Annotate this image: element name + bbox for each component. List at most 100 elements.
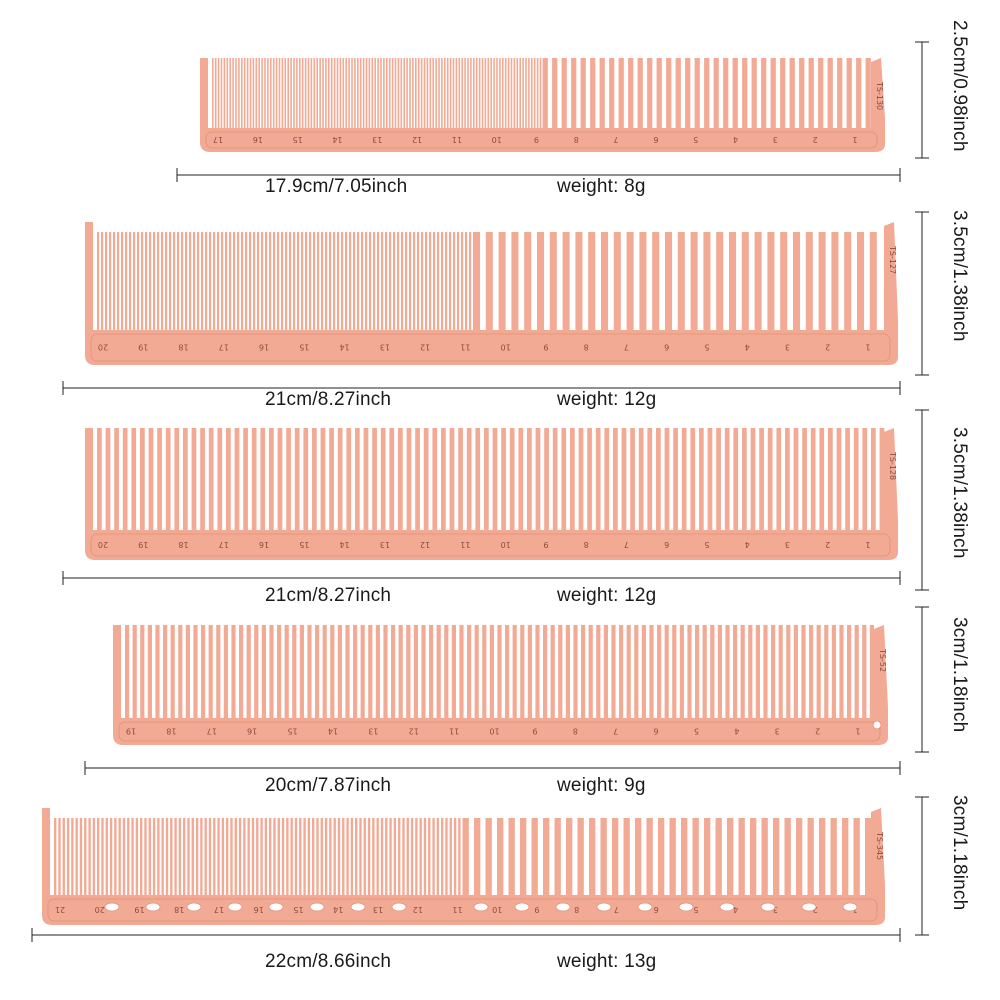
- comb-tooth: [727, 818, 734, 896]
- comb-tooth: [759, 428, 764, 531]
- comb-tooth: [426, 58, 429, 129]
- comb-tooth: [801, 625, 806, 719]
- comb-tooth: [461, 58, 463, 129]
- comb-tooth: [535, 428, 541, 531]
- comb-tooth: [325, 58, 327, 129]
- comb-tooth: [679, 625, 684, 719]
- comb-tooth: [512, 625, 517, 719]
- comb-tooth: [681, 428, 687, 531]
- comb-tooth: [122, 428, 128, 531]
- comb-tooth: [217, 58, 220, 129]
- comb-tooth: [423, 428, 429, 531]
- comb-tooth: [786, 625, 791, 719]
- comb-hole: [596, 902, 612, 912]
- ruler-number: 10: [492, 905, 502, 914]
- comb-tooth: [490, 58, 492, 129]
- comb-tooth: [58, 818, 61, 896]
- comb-tooth: [421, 625, 426, 719]
- comb-tooth: [819, 428, 825, 531]
- comb-3-height-label: 3.5cm/1.38inch: [949, 427, 970, 559]
- comb-4-length-label: 20cm/7.87inch: [265, 775, 392, 796]
- comb-tooth: [226, 58, 229, 129]
- comb-tooth: [292, 625, 297, 719]
- comb-tooth: [524, 232, 532, 331]
- comb-tooth: [675, 58, 681, 129]
- ruler-number: 2: [813, 905, 818, 914]
- comb-tooth: [716, 232, 724, 331]
- comb-tooth: [536, 58, 539, 129]
- comb-tooth: [117, 232, 120, 331]
- comb-tooth: [319, 58, 321, 129]
- comb-tooth: [473, 232, 481, 331]
- comb-tooth: [214, 58, 217, 129]
- comb-tooth: [195, 818, 199, 896]
- comb-tooth: [446, 58, 449, 129]
- comb-tooth: [437, 232, 440, 331]
- comb-tooth: [767, 232, 775, 331]
- comb-tooth: [101, 818, 104, 896]
- comb-tooth: [550, 625, 555, 719]
- comb-tooth: [261, 58, 263, 129]
- comb-2-height-label: 3.5cm/1.38inch: [949, 210, 970, 342]
- ruler-number: 14: [328, 727, 338, 736]
- comb-tooth: [337, 818, 341, 896]
- comb-tooth: [208, 818, 212, 896]
- ruler-number: 8: [573, 727, 578, 736]
- comb-tooth: [322, 58, 324, 129]
- comb-tooth: [144, 818, 147, 896]
- comb-tooth: [432, 818, 435, 896]
- comb-tooth: [293, 232, 296, 331]
- comb-tooth: [178, 625, 183, 719]
- comb-tooth: [519, 58, 521, 129]
- comb-tooth: [558, 625, 563, 719]
- comb-tooth: [281, 818, 285, 896]
- comb-tooth: [148, 818, 151, 896]
- comb-tooth: [493, 58, 495, 129]
- comb-tooth: [827, 58, 833, 129]
- comb-tooth: [140, 625, 145, 719]
- comb-tooth: [589, 818, 596, 896]
- comb-tooth: [619, 625, 624, 719]
- comb-tooth: [741, 232, 749, 331]
- comb-tooth: [285, 232, 288, 331]
- comb-tooth: [600, 818, 607, 896]
- comb-hole: [719, 902, 735, 912]
- comb-tooth: [570, 428, 575, 531]
- comb-tooth: [157, 428, 162, 531]
- comb-tooth: [613, 428, 618, 531]
- comb-tooth: [771, 625, 776, 719]
- ruler-number: 14: [339, 343, 349, 352]
- comb-tooth: [157, 818, 160, 896]
- comb-tooth: [277, 232, 280, 331]
- comb-tooth: [363, 428, 369, 531]
- comb-tooth: [313, 58, 316, 129]
- ruler-number: 17: [207, 727, 217, 736]
- comb-tooth: [862, 428, 868, 531]
- comb-tooth: [415, 818, 418, 896]
- comb-tooth: [799, 58, 805, 129]
- comb-tooth: [573, 625, 578, 719]
- comb-tooth: [299, 818, 302, 896]
- comb-tooth: [824, 625, 829, 719]
- comb-tooth: [251, 428, 257, 531]
- comb-tooth: [329, 232, 332, 331]
- comb-tooth: [423, 58, 426, 129]
- comb-tooth: [501, 428, 506, 531]
- comb-tooth: [357, 232, 360, 331]
- comb-tooth: [369, 232, 372, 331]
- comb-tooth: [571, 58, 577, 129]
- comb-tooth: [299, 625, 304, 719]
- comb-tooth: [702, 625, 707, 719]
- comb-tooth: [131, 818, 134, 896]
- comb-tooth: [346, 428, 352, 531]
- comb-tooth: [543, 818, 550, 896]
- comb-tooth: [374, 58, 376, 129]
- comb-tooth: [818, 232, 826, 331]
- comb-tooth: [305, 232, 308, 331]
- comb-tooth: [223, 58, 226, 129]
- comb-tooth: [505, 625, 510, 719]
- comb-tooth: [289, 232, 292, 331]
- comb-tooth: [458, 818, 461, 896]
